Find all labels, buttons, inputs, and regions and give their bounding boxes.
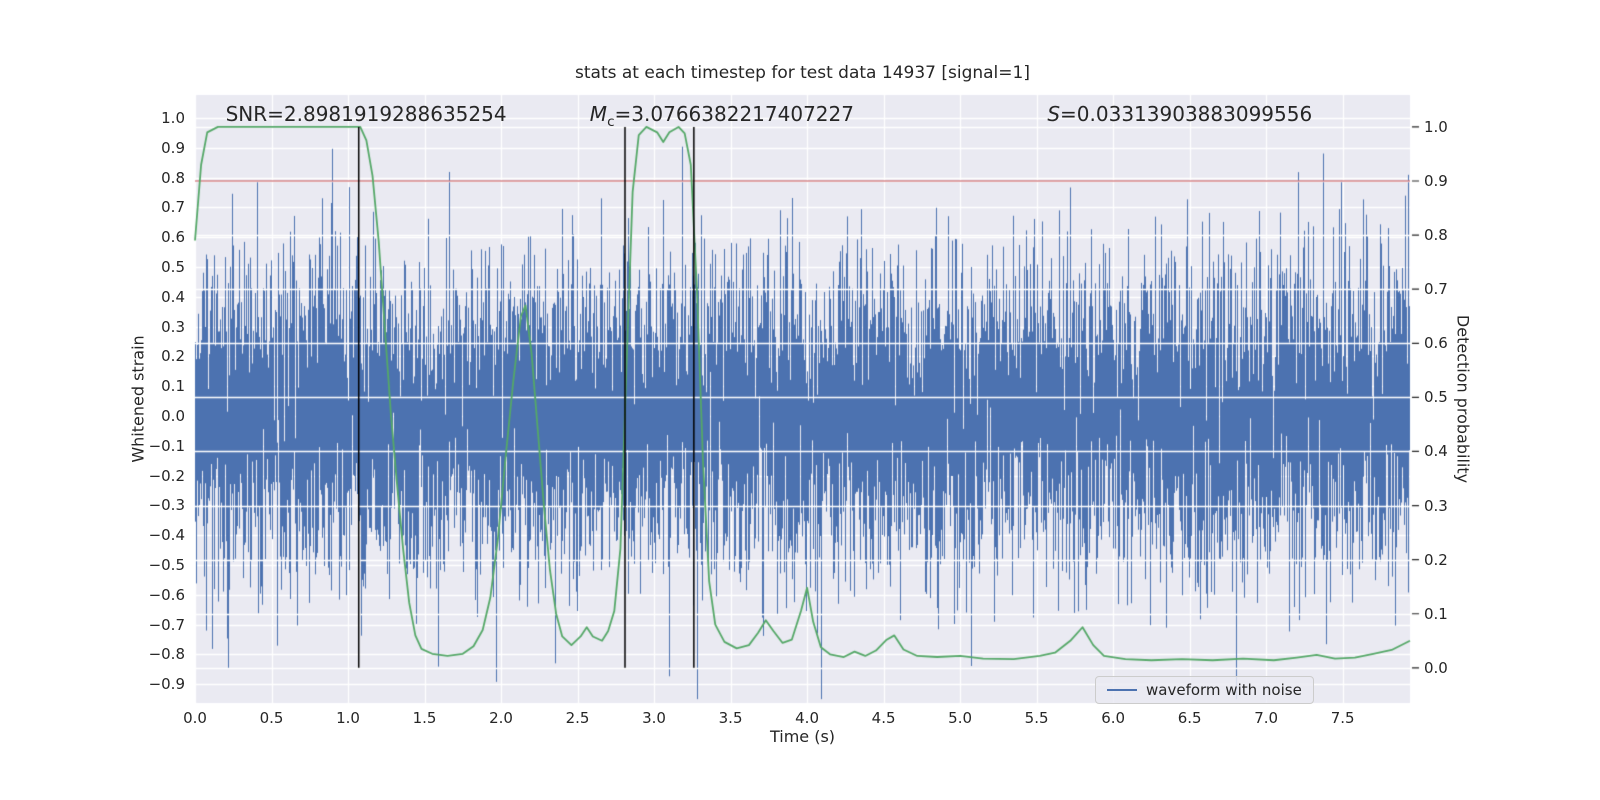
y-tick-label-left: 0.2 [161, 347, 185, 366]
y-tick-label-right: 0.7 [1424, 280, 1448, 299]
x-tick-label: 7.0 [1254, 709, 1279, 727]
x-tick-label: 2.5 [565, 709, 590, 727]
x-tick-label: 6.5 [1177, 709, 1202, 727]
x-tick-label: 5.5 [1024, 709, 1049, 727]
annotation-s-var: S [1047, 102, 1061, 126]
y-tick-label-left: 0.4 [161, 287, 185, 306]
annotation-mc-sub: c [607, 114, 615, 130]
y-tick-label-left: −0.1 [148, 436, 185, 455]
x-tick-label: 1.5 [412, 709, 437, 727]
y-tick-label-left: −0.3 [148, 496, 185, 515]
y-tick-label-right: 0.9 [1424, 172, 1448, 190]
annotation-mc-var: M [589, 102, 608, 126]
y-tick-label-left: 0.7 [161, 198, 185, 217]
y-tick-label-right: 0.0 [1424, 658, 1448, 677]
y-tick-label-left: 0.1 [161, 377, 185, 396]
x-axis-label: Time (s) [769, 727, 836, 746]
y-tick-label-left: 0.6 [161, 228, 185, 247]
y-tick-label-left: −0.7 [148, 615, 185, 634]
x-tick-label: 1.0 [336, 709, 360, 727]
y-tick-label-left: 0.3 [161, 317, 185, 336]
y-tick-label-left: 0.9 [161, 138, 185, 157]
y-tick-label-left: 0.0 [161, 406, 185, 425]
y-tick-label-left: −0.4 [148, 526, 185, 545]
y-tick-label-right: 0.6 [1424, 334, 1448, 353]
y-tick-label-right: 0.1 [1424, 604, 1448, 623]
annotation-snr: SNR=2.8981919288635254 [226, 102, 507, 126]
x-tick-label: 5.0 [948, 709, 973, 727]
annotation-s-value: =0.03313903883099556 [1060, 102, 1313, 126]
x-tick-label: 3.0 [642, 709, 666, 727]
annotation-snr-text: SNR=2.8981919288635254 [225, 102, 507, 126]
y-tick-label-left: −0.9 [148, 675, 185, 694]
y-tick-label-right: 0.2 [1424, 550, 1448, 569]
x-tick-label: 2.0 [489, 709, 513, 727]
legend-label: waveform with noise [1146, 681, 1302, 699]
y-tick-label-right: 1.0 [1424, 117, 1448, 136]
y-tick-label-right: 0.8 [1424, 226, 1448, 245]
annotation-s: S=0.03313903883099556 [1047, 102, 1312, 126]
y-tick-label-right: 0.5 [1424, 388, 1448, 407]
y-tick-label-left: −0.2 [148, 466, 185, 485]
y-tick-label-left: −0.6 [148, 585, 185, 604]
y-tick-label-left: 1.0 [161, 108, 185, 127]
x-tick-label: 4.0 [795, 709, 819, 727]
annotation-mc-value: =3.0766382217407227 [614, 102, 854, 126]
y-axis-label-right: Detection probability [1453, 314, 1473, 484]
x-tick-label: 4.5 [871, 709, 896, 727]
annotation-mc: Mc=3.0766382217407227 [590, 102, 854, 130]
x-tick-label: 7.5 [1330, 709, 1355, 727]
x-tick-label: 3.5 [718, 709, 743, 727]
y-tick-label-left: −0.8 [148, 645, 185, 664]
x-tick-label: 6.0 [1101, 709, 1126, 727]
legend: waveform with noise [1095, 676, 1314, 704]
y-tick-label-right: 0.4 [1424, 442, 1448, 461]
legend-line-sample-icon [1107, 689, 1137, 691]
y-tick-label-left: 0.8 [161, 168, 185, 187]
chart-title: stats at each timestep for test data 149… [575, 63, 1030, 83]
y-tick-label-left: −0.5 [148, 556, 185, 574]
y-tick-label-left: 0.5 [161, 257, 185, 276]
y-tick-label-right: 0.3 [1424, 496, 1448, 515]
x-tick-label: 0.0 [183, 709, 207, 727]
x-tick-label: 0.5 [259, 709, 284, 727]
